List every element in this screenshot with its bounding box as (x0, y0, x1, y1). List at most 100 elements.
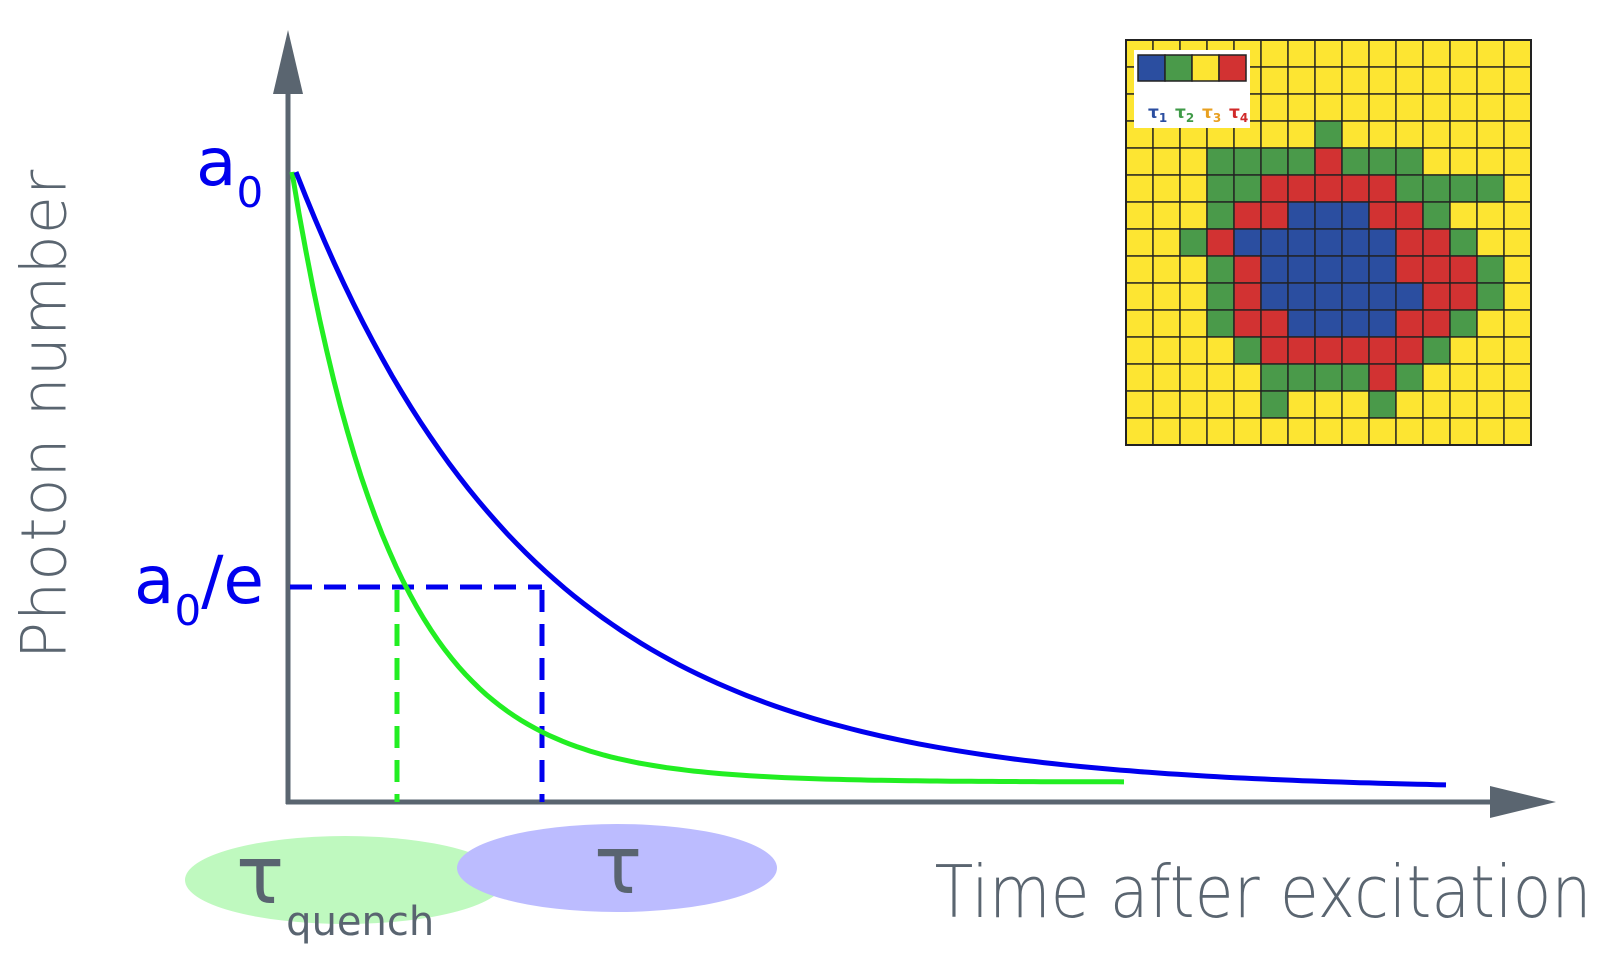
inset-pixel (1503, 255, 1532, 284)
inset-pixel (1422, 174, 1451, 203)
inset-pixel (1260, 174, 1289, 203)
tau-ellipse (457, 824, 777, 912)
inset-pixel (1206, 228, 1235, 257)
unquenched-decay-curve (293, 171, 1447, 788)
inset-pixel (1422, 255, 1451, 284)
inset-pixel (1395, 39, 1424, 68)
inset-pixel (1260, 255, 1289, 284)
inset-pixel (1287, 417, 1316, 446)
inset-pixel (1449, 309, 1478, 338)
inset-pixel (1503, 390, 1532, 419)
inset-pixel (1206, 336, 1235, 365)
inset-pixel (1152, 174, 1181, 203)
a0-label: a0 (196, 124, 264, 217)
inset-pixel (1125, 336, 1154, 365)
inset-pixel (1314, 201, 1343, 230)
inset-pixel (1233, 228, 1262, 257)
inset-pixel (1287, 336, 1316, 365)
inset-legend-swatch-1 (1137, 54, 1166, 82)
inset-pixel (1233, 336, 1262, 365)
inset-pixel (1449, 363, 1478, 392)
inset-pixel (1125, 309, 1154, 338)
inset-pixel (1476, 147, 1505, 176)
inset-pixel (1341, 309, 1370, 338)
inset-pixel (1314, 255, 1343, 284)
inset-pixel (1368, 282, 1397, 311)
inset-pixel (1287, 120, 1316, 149)
inset-pixel (1179, 363, 1208, 392)
inset-pixel (1476, 228, 1505, 257)
inset-pixel (1503, 120, 1532, 149)
inset-pixel (1449, 255, 1478, 284)
inset-pixel (1395, 66, 1424, 95)
inset-pixel (1449, 66, 1478, 95)
inset-pixel (1260, 39, 1289, 68)
inset-pixel (1503, 66, 1532, 95)
inset-pixel (1341, 363, 1370, 392)
inset-pixel (1341, 120, 1370, 149)
inset-legend-swatch-4 (1218, 54, 1247, 82)
inset-pixel (1449, 282, 1478, 311)
inset-pixel (1368, 228, 1397, 257)
y-axis-arrow-icon (273, 30, 303, 94)
inset-pixel (1179, 147, 1208, 176)
x-axis-label: Time after excitation (935, 850, 1592, 934)
inset-pixel (1287, 201, 1316, 230)
inset-pixel (1206, 417, 1235, 446)
inset-border (1125, 39, 1532, 446)
tau-quench-label: τquench (236, 829, 435, 945)
inset-pixel (1206, 282, 1235, 311)
inset-pixel (1503, 336, 1532, 365)
inset-pixel (1368, 309, 1397, 338)
tau-quench-ellipse (185, 836, 505, 924)
inset-pixel (1233, 417, 1262, 446)
inset-pixel (1341, 228, 1370, 257)
inset-pixel (1287, 255, 1316, 284)
inset-pixel (1260, 282, 1289, 311)
inset-pixel (1395, 282, 1424, 311)
inset-pixel (1152, 309, 1181, 338)
inset-pixel (1152, 282, 1181, 311)
inset-pixel (1233, 309, 1262, 338)
inset-pixel (1179, 201, 1208, 230)
inset-pixel (1422, 93, 1451, 122)
inset-pixel (1341, 282, 1370, 311)
inset-pixel (1206, 363, 1235, 392)
inset-pixel (1503, 309, 1532, 338)
inset-pixel (1125, 174, 1154, 203)
inset-pixel (1395, 390, 1424, 419)
inset-pixel (1341, 336, 1370, 365)
inset-pixel (1152, 336, 1181, 365)
inset-pixel (1179, 255, 1208, 284)
inset-pixel (1152, 390, 1181, 419)
tau-label: τ (594, 819, 643, 912)
inset-pixel (1260, 336, 1289, 365)
inset-pixel (1314, 363, 1343, 392)
inset-pixel (1125, 201, 1154, 230)
inset-pixel (1233, 363, 1262, 392)
inset-pixel (1287, 282, 1316, 311)
inset-pixel (1233, 174, 1262, 203)
inset-pixel (1233, 147, 1262, 176)
inset-pixel (1260, 309, 1289, 338)
inset-pixel (1179, 309, 1208, 338)
inset-pixel (1395, 228, 1424, 257)
inset-pixel (1179, 390, 1208, 419)
inset-pixel (1314, 66, 1343, 95)
inset-pixel (1449, 228, 1478, 257)
inset-pixel (1233, 255, 1262, 284)
inset-pixel (1152, 228, 1181, 257)
inset-pixel (1206, 255, 1235, 284)
inset-pixel (1422, 120, 1451, 149)
inset-pixel (1476, 201, 1505, 230)
y-axis-label: Photon number (7, 168, 81, 660)
inset-pixel (1368, 363, 1397, 392)
inset-pixel (1179, 336, 1208, 365)
inset-pixel (1422, 228, 1451, 257)
inset-pixel (1341, 147, 1370, 176)
inset-pixel (1368, 93, 1397, 122)
inset-pixel (1287, 93, 1316, 122)
inset-pixel (1125, 147, 1154, 176)
inset-pixel (1287, 147, 1316, 176)
inset-pixel (1341, 39, 1370, 68)
